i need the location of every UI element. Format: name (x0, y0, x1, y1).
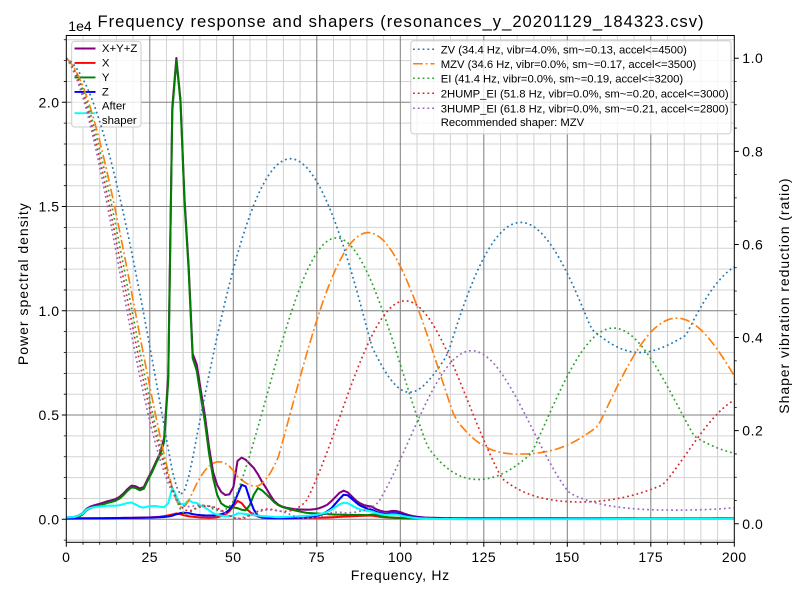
svg-text:EI (41.4 Hz, vibr=0.0%, sm~=0.: EI (41.4 Hz, vibr=0.0%, sm~=0.19, accel<… (441, 73, 684, 85)
svg-text:Frequency, Hz: Frequency, Hz (351, 567, 450, 583)
svg-text:175: 175 (638, 549, 663, 565)
svg-text:X+Y+Z: X+Y+Z (102, 43, 137, 55)
svg-text:After: After (102, 101, 126, 113)
svg-text:125: 125 (471, 549, 496, 565)
svg-text:Z: Z (102, 87, 109, 99)
svg-text:2.0: 2.0 (39, 94, 60, 110)
svg-text:1.0: 1.0 (742, 50, 763, 66)
svg-text:MZV (34.6 Hz, vibr=0.0%, sm~=0: MZV (34.6 Hz, vibr=0.0%, sm~=0.17, accel… (441, 59, 697, 71)
svg-text:3HUMP_EI (61.8 Hz, vibr=0.0%,: 3HUMP_EI (61.8 Hz, vibr=0.0%, sm~=0.21, … (441, 103, 729, 115)
svg-text:0.0: 0.0 (742, 516, 763, 532)
svg-text:0.6: 0.6 (742, 236, 763, 252)
svg-text:Frequency response and shapers: Frequency response and shapers (resonanc… (97, 12, 704, 31)
svg-text:0: 0 (62, 549, 70, 565)
svg-text:50: 50 (225, 549, 242, 565)
svg-text:25: 25 (142, 549, 159, 565)
svg-text:1.0: 1.0 (39, 303, 60, 319)
svg-text:Shaper vibration reduction (ra: Shaper vibration reduction (ratio) (776, 178, 792, 414)
svg-text:200: 200 (722, 549, 747, 565)
svg-text:X: X (102, 58, 110, 70)
svg-text:0.5: 0.5 (39, 407, 60, 423)
svg-text:ZV (34.4 Hz, vibr=4.0%, sm~=0.: ZV (34.4 Hz, vibr=4.0%, sm~=0.13, accel<… (441, 44, 687, 56)
svg-text:Recommended shaper: MZV: Recommended shaper: MZV (441, 117, 585, 129)
svg-text:1e4: 1e4 (68, 18, 92, 34)
svg-text:Power spectral density: Power spectral density (15, 202, 31, 365)
svg-text:0.8: 0.8 (742, 143, 763, 159)
svg-text:0.2: 0.2 (742, 423, 763, 439)
svg-text:75: 75 (309, 549, 326, 565)
svg-text:100: 100 (388, 549, 413, 565)
svg-text:1.5: 1.5 (39, 199, 60, 215)
svg-text:2HUMP_EI (51.8 Hz, vibr=0.0%,: 2HUMP_EI (51.8 Hz, vibr=0.0%, sm~=0.20, … (441, 88, 729, 100)
svg-text:Y: Y (102, 72, 110, 84)
svg-text:0.0: 0.0 (39, 511, 60, 527)
svg-text:0.4: 0.4 (742, 330, 763, 346)
svg-text:150: 150 (555, 549, 580, 565)
svg-text:shaper: shaper (102, 115, 137, 127)
